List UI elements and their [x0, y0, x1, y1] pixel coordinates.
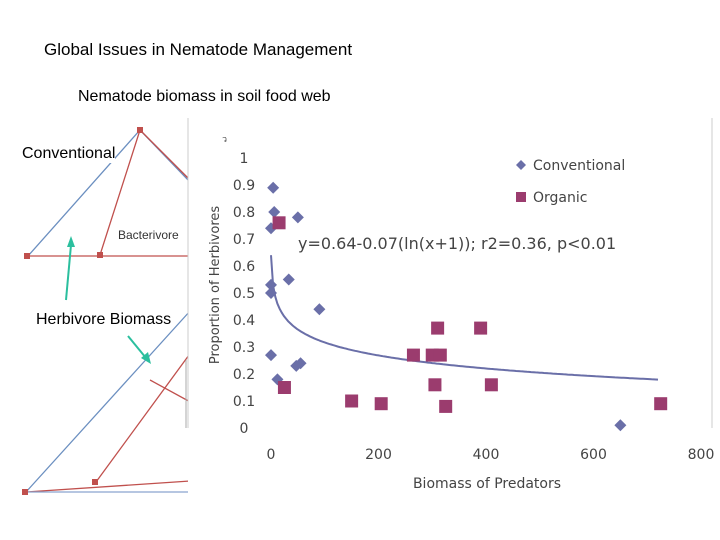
x-tick-label: 0	[267, 447, 276, 463]
organic-point	[345, 394, 359, 408]
legend-label: Conventional	[533, 158, 625, 174]
organic-point	[433, 348, 447, 362]
y-tick-label: 0.2	[233, 367, 255, 383]
conventional-point	[268, 206, 281, 218]
y-axis-label: Proportion of Herbivores	[208, 206, 223, 365]
y-tick-label: 0	[240, 421, 249, 437]
legend-marker-conventional	[516, 160, 526, 170]
organic-point	[654, 397, 668, 411]
trendline	[270, 255, 659, 381]
conventional-point	[614, 419, 627, 432]
x-tick-label: 400	[473, 447, 500, 463]
organic-point	[374, 397, 388, 411]
y-tick-label: 0.1	[233, 394, 255, 410]
conventional-point	[265, 287, 277, 299]
organic-point	[277, 381, 291, 394]
y-tick-label: 0.3	[233, 340, 255, 356]
organic-point	[406, 348, 420, 362]
conventional-point	[294, 357, 307, 370]
organic-point	[484, 378, 498, 392]
arrows	[65, 236, 151, 364]
x-tick-label: 200	[365, 447, 392, 463]
x-tick-label: 800	[688, 447, 715, 463]
conventional-point	[313, 303, 326, 316]
y-tick-label: 0.5	[233, 286, 255, 302]
conventional-label: Conventional	[22, 145, 116, 163]
slide-title: Global Issues in Nematode Management	[44, 40, 353, 59]
y-tick-label: 0.7	[233, 232, 255, 248]
organic-point	[439, 399, 453, 413]
y-tick-label: 0.8	[233, 205, 255, 221]
legend-marker-organic	[516, 192, 526, 202]
conventional-point	[282, 273, 295, 286]
organic-point	[428, 378, 442, 392]
organic-point	[272, 216, 286, 230]
x-tick-label: 600	[580, 447, 607, 463]
pyramid-bottom	[22, 299, 206, 495]
chart-background	[188, 118, 720, 500]
organic-point	[474, 321, 488, 335]
herbivore-biomass-label: Herbivore Biomass	[36, 311, 172, 329]
pyramid-top	[24, 127, 205, 259]
data-points	[265, 181, 668, 432]
conventional-point	[265, 349, 277, 362]
organic-point	[431, 321, 445, 335]
conventional-point	[265, 278, 277, 291]
conventional-point	[267, 181, 280, 194]
y-tick-label: 1	[240, 151, 249, 167]
y-tick-label: 0.4	[233, 313, 255, 329]
y-tick-label: 0.9	[233, 178, 255, 194]
bacterivore-label: Bacterivore	[118, 228, 179, 242]
legend: Conventional Organic	[516, 158, 625, 206]
regression-annotation: y=0.64-0.07(ln(x+1)); r2=0.36, p<0.01	[298, 234, 616, 253]
conventional-point	[291, 211, 304, 224]
y-tick-label: 0.6	[233, 259, 255, 275]
legend-label: Organic	[533, 190, 587, 206]
chart-corner-mark: ว	[222, 134, 227, 144]
y-axis: 0 0.1 0.2 0.3 0.4 0.5 0.6 0.7 0.8 0.9 1	[233, 151, 255, 437]
x-axis-label: Biomass of Predators	[413, 476, 561, 492]
x-axis: 0 200 400 600 800	[267, 447, 715, 463]
slide-subtitle: Nematode biomass in soil food web	[78, 88, 331, 105]
